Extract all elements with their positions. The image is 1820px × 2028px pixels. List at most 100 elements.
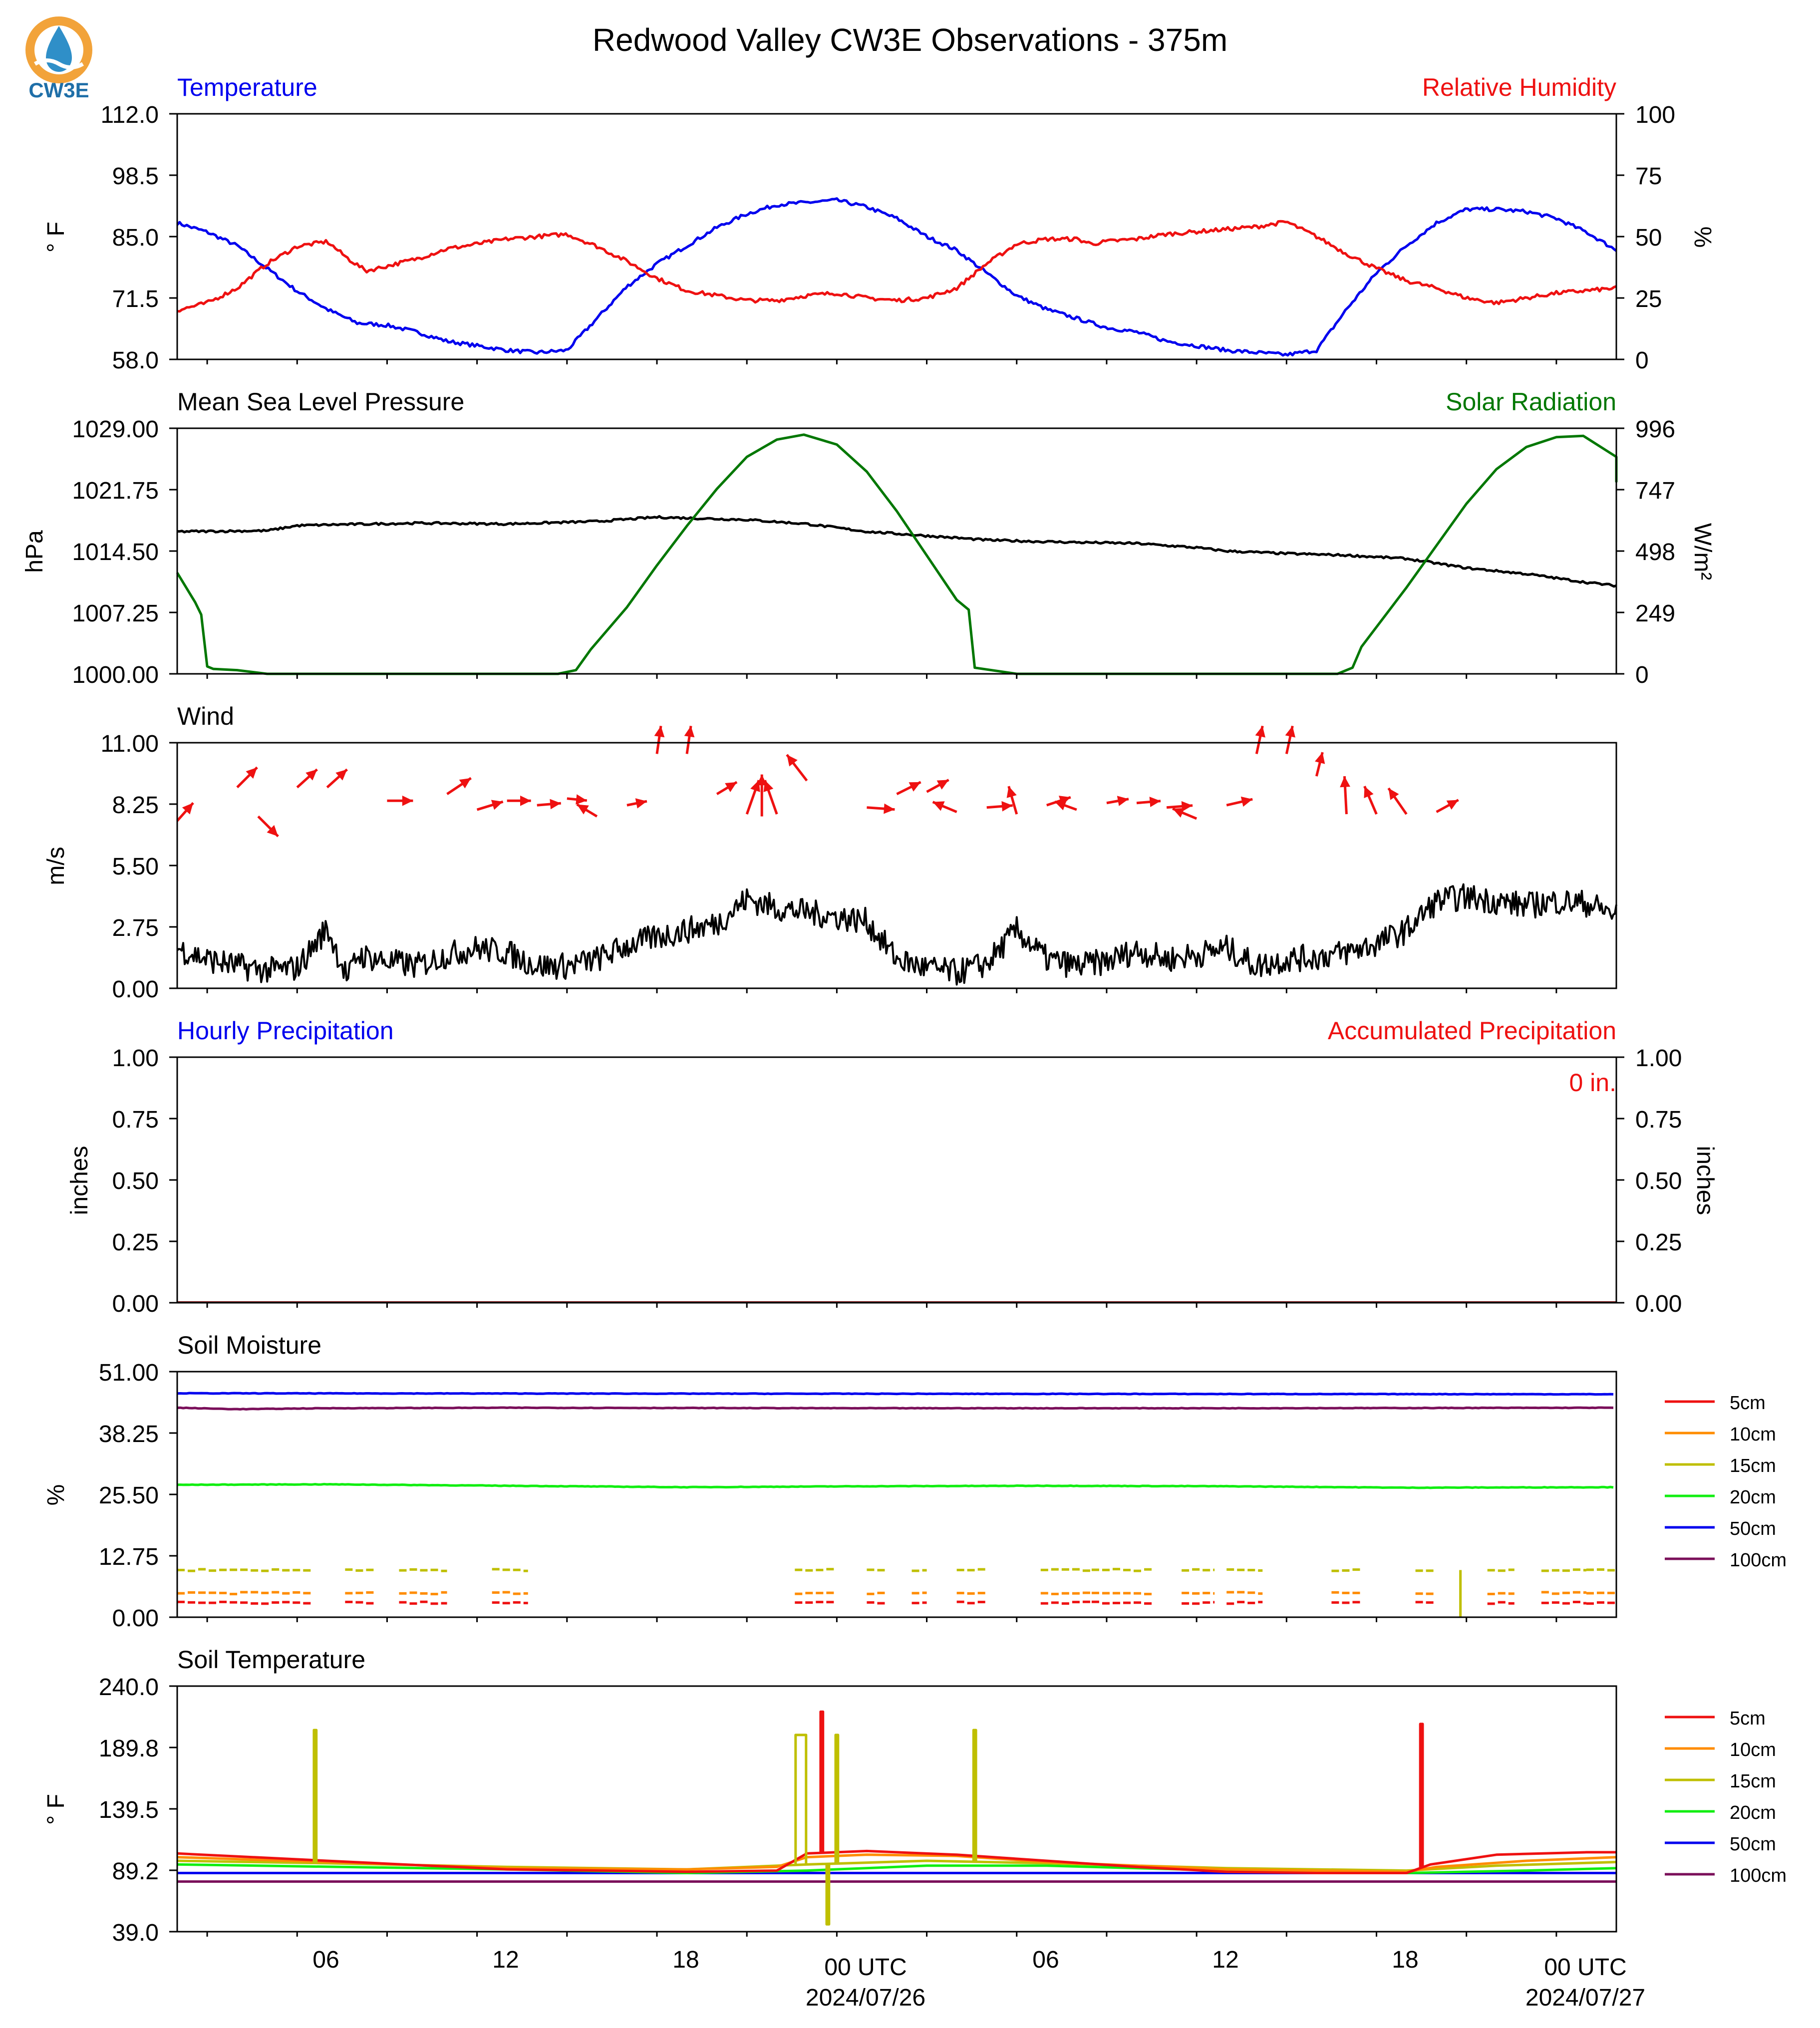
panel-5-legend: 5cm 10cm 15cm 20cm 50cm 100cm: [1665, 1393, 1787, 1571]
legend-label: 5cm: [1730, 1708, 1766, 1729]
left-tick-label: 1021.75: [72, 478, 159, 504]
panel-3-left-ylabel: m/s: [43, 847, 69, 885]
panel-5-xticks: [206, 1617, 1557, 1622]
panel-2-right-ticks: 996 747 498 249 0: [1635, 416, 1675, 688]
panel-3-series: [169, 725, 1617, 989]
x-tick-label: 12: [1212, 1947, 1238, 1973]
right-tick-label: 0.50: [1635, 1168, 1682, 1194]
wind-vector-head: [725, 782, 737, 792]
wind-vector-head: [635, 798, 647, 809]
panel-2-left-title: Mean Sea Level Pressure: [177, 388, 464, 416]
wind-vector-head: [884, 803, 895, 814]
legend-label: 20cm: [1730, 1487, 1776, 1508]
panel-1-left-title: Temperature: [177, 73, 317, 101]
temperature-line: [176, 197, 1617, 357]
legend-label: 10cm: [1730, 1739, 1776, 1760]
right-tick-label: 0.75: [1635, 1107, 1682, 1133]
left-tick-label: 1029.00: [72, 416, 159, 443]
panel-4-right-ticks: 1.00 0.75 0.50 0.25 0.00: [1635, 1045, 1682, 1317]
panel-1-left-ticks: 112.0 98.5 85.0 71.5 58.0: [100, 102, 159, 374]
panel-5-left-ylabel: %: [43, 1484, 69, 1506]
left-tick-label: 25.50: [99, 1482, 159, 1509]
wind-vector-head: [909, 782, 921, 792]
soil-moisture-line: [177, 1482, 1614, 1489]
wind-vector-head: [1255, 726, 1265, 738]
wind-vector-head: [1149, 797, 1161, 807]
legend-label: 100cm: [1730, 1865, 1787, 1886]
right-tick-label: 50: [1635, 225, 1662, 251]
left-tick-label: 8.25: [112, 792, 159, 819]
wind-vector-head: [936, 780, 949, 790]
legend-label: 10cm: [1730, 1424, 1776, 1445]
right-tick-label: 100: [1635, 102, 1675, 128]
wind-vector-head: [1446, 800, 1459, 810]
right-tick-label: 0: [1635, 662, 1649, 688]
right-tick-label: 0.25: [1635, 1229, 1682, 1256]
x-tick-label: 06: [312, 1947, 339, 1973]
x-tick-label: 06: [1032, 1947, 1059, 1973]
logo-text: CW3E: [28, 78, 89, 102]
legend-label: 100cm: [1730, 1550, 1787, 1571]
left-tick-label: 0.25: [112, 1229, 159, 1256]
left-tick-label: 12.75: [99, 1544, 159, 1570]
wind-vector-head: [335, 769, 347, 781]
panel-2-right-title: Solar Radiation: [1446, 388, 1616, 416]
panel-2-frame: [176, 427, 1617, 675]
panel-4-xticks: [206, 1303, 1557, 1308]
wind-vector-head: [1340, 776, 1350, 788]
wind-vector-head: [267, 825, 279, 837]
wind-vector-head: [491, 800, 503, 810]
panel-4-left-ticks: 1.00 0.75 0.50 0.25 0.00: [112, 1045, 159, 1317]
wind-vector-head: [246, 767, 258, 779]
left-tick-label: 39.0: [112, 1920, 159, 1946]
panel-3-left-title: Wind: [177, 702, 234, 730]
humidity-line: [177, 220, 1617, 313]
panel-4-series: [169, 1056, 1624, 1304]
panel-1-frame: [176, 113, 1617, 360]
right-tick-label: 0.00: [1635, 1291, 1682, 1317]
x-tick-label: 00 UTC: [1544, 1954, 1626, 1981]
right-tick-label: 996: [1635, 416, 1675, 443]
legend-label: 5cm: [1730, 1393, 1766, 1414]
panel-2-series: [169, 427, 1624, 675]
logo-wave-icon: [33, 58, 84, 69]
left-tick-label: 51.00: [99, 1360, 159, 1386]
soil-temp-line: [177, 1849, 1616, 1874]
legend-label: 15cm: [1730, 1455, 1776, 1476]
panel-6-legend: 5cm 10cm 15cm 20cm 50cm 100cm: [1665, 1708, 1787, 1886]
panel-4-right-title: Accumulated Precipitation: [1328, 1017, 1616, 1045]
panel-precipitation: Hourly Precipitation Accumulated Precipi…: [66, 1017, 1718, 1317]
panel-3-xticks: [206, 988, 1557, 993]
wind-vector-head: [577, 804, 589, 815]
wind-vector-head: [402, 795, 413, 806]
wind-vector-head: [1240, 796, 1253, 807]
left-tick-label: 0.75: [112, 1107, 159, 1133]
panel-4-right-ylabel: inches: [1692, 1146, 1718, 1215]
x-axis-labels: 06 12 18 00 UTC 06 12 18 00 UTC 2024/07/…: [312, 1947, 1645, 2011]
panel-3-frame: [176, 742, 1617, 989]
wind-vector-head: [1117, 796, 1129, 806]
panel-5-left-title: Soil Moisture: [177, 1331, 321, 1359]
wind-vector-head: [1315, 752, 1325, 764]
panel-1-right-title: Relative Humidity: [1422, 73, 1616, 101]
x-tick-label: 18: [1392, 1947, 1418, 1973]
chart-title: Redwood Valley CW3E Observations - 375m: [593, 22, 1227, 58]
panel-wind: Wind m/s 11.00 8.25 5.50 2.75 0.00: [43, 702, 1617, 1003]
panel-soil-moisture: Soil Moisture % 51.00 38.25 25.50 12.75 …: [43, 1331, 1787, 1632]
soil-temp-spike: [825, 1864, 831, 1926]
x-tick-label: 12: [492, 1947, 519, 1973]
soil-temp-spike: [819, 1710, 825, 1853]
panel-2-xticks: [206, 674, 1557, 679]
x-tick-label: 18: [672, 1947, 699, 1973]
wind-vector-head: [459, 778, 471, 789]
left-tick-label: 2.75: [112, 915, 159, 941]
cw3e-logo: CW3E: [25, 16, 92, 102]
legend-label: 15cm: [1730, 1771, 1776, 1792]
x-date-label: 2024/07/27: [1525, 1985, 1645, 2011]
right-tick-label: 25: [1635, 286, 1662, 312]
left-tick-label: 89.2: [112, 1858, 159, 1885]
wind-vector-head: [576, 794, 587, 805]
panel-3-left-ticks: 11.00 8.25 5.50 2.75 0.00: [100, 731, 159, 1003]
left-tick-label: 11.00: [100, 731, 159, 757]
